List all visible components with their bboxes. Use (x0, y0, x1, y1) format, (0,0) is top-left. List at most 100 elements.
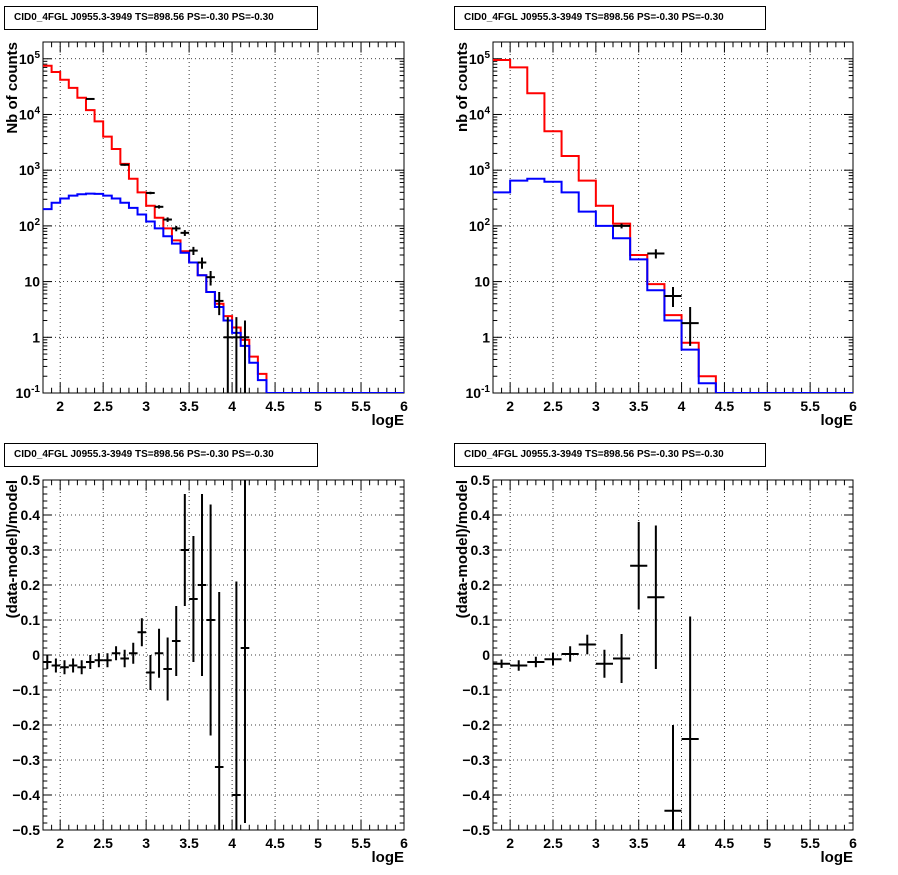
y-tick-label: −0.3 (12, 752, 40, 768)
y-tick-label: −0.2 (462, 717, 490, 733)
x-tick-label: 6 (849, 835, 857, 851)
y-tick-label: 103 (19, 161, 41, 178)
y-tick-label: 0.1 (21, 612, 41, 628)
residual-point (510, 660, 528, 671)
residual-point (60, 660, 69, 675)
plot-frame (492, 41, 854, 394)
x-tick-label: 3.5 (179, 398, 199, 414)
y-tick-label: 10 (474, 274, 490, 290)
y-tick-label: 0.5 (21, 472, 41, 488)
x-tick-label: 5.5 (351, 835, 371, 851)
x-tick-label: 4 (228, 835, 236, 851)
x-axis-title: logE (372, 412, 405, 429)
x-tick-label: 2 (56, 835, 64, 851)
x-tick-label: 3 (592, 835, 600, 851)
residual-point (146, 655, 155, 690)
y-tick-label: 1 (32, 329, 40, 345)
x-tick-label: 4 (228, 398, 236, 414)
x-tick-label: 5.5 (800, 398, 820, 414)
residual-point (128, 642, 138, 664)
residual-point (154, 628, 164, 678)
series-model-source (493, 177, 853, 393)
x-tick-label: 2.5 (93, 398, 113, 414)
x-tick-label: 3 (142, 835, 150, 851)
residual-point (240, 480, 250, 823)
x-tick-label: 5 (314, 398, 322, 414)
grid (43, 42, 404, 393)
data-point (664, 286, 682, 307)
y-tick-label: −0.4 (12, 787, 40, 803)
y-tick-label: 0 (482, 647, 490, 663)
y-tick-label: 10-1 (16, 384, 41, 401)
data-point (120, 163, 129, 166)
data-layer (43, 480, 250, 830)
x-tick-label: 3 (592, 398, 600, 414)
residual-point (51, 658, 61, 673)
data-layer (43, 64, 404, 393)
x-tick-label: 2.5 (93, 835, 113, 851)
x-tick-label: 6 (400, 835, 408, 851)
x-tick-label: 4 (678, 398, 686, 414)
residual-point (630, 522, 648, 610)
x-tick-label: 4.5 (715, 398, 735, 414)
residual-point (120, 649, 129, 668)
y-tick-label: 102 (469, 217, 491, 234)
y-tick-label: 105 (469, 50, 491, 67)
data-point (214, 292, 224, 316)
panel-0: 2 2.5 3 3.5 4 4.5 5 5.5 6 10-1 1 10 102 103 104 105 logE… (4, 41, 408, 429)
data-point (85, 97, 95, 100)
data-point (681, 306, 699, 346)
residual-point (137, 618, 147, 647)
grid (493, 42, 853, 393)
data-point (189, 246, 198, 256)
x-tick-label: 5 (763, 398, 771, 414)
y-tick-label: 10 (24, 274, 40, 290)
x-tick-label: 5 (314, 835, 322, 851)
title-box-bottom-right: CID0_4FGL J0955.3-3949 TS=898.56 PS=-0.3… (454, 443, 766, 467)
x-tick-label: 5.5 (351, 398, 371, 414)
x-axis-title: logE (372, 849, 405, 866)
series-model-source (43, 192, 404, 393)
data-point (647, 249, 665, 259)
x-tick-label: 6 (849, 398, 857, 414)
data-layer (493, 522, 699, 830)
x-tick-label: 5.5 (800, 835, 820, 851)
y-tick-label: 104 (469, 105, 491, 122)
x-tick-label: 2 (506, 835, 514, 851)
residual-point (493, 659, 511, 668)
y-tick-label: 104 (19, 105, 41, 122)
y-tick-label: 0.4 (471, 507, 491, 523)
data-point (163, 217, 172, 222)
y-tick-label: 0.3 (21, 542, 41, 558)
x-tick-label: 2.5 (543, 835, 563, 851)
residual-point (197, 494, 207, 676)
plot-frame (42, 41, 405, 394)
residual-point (111, 646, 121, 661)
x-tick-label: 2 (56, 398, 64, 414)
x-axis-title: logE (821, 412, 854, 429)
residual-point (527, 656, 545, 668)
y-tick-label: 0.5 (471, 472, 491, 488)
x-tick-label: 4.5 (265, 835, 285, 851)
data-point (223, 317, 233, 393)
residual-point (163, 637, 172, 701)
residual-point (544, 652, 562, 666)
residual-point (647, 525, 665, 669)
residual-point (77, 660, 86, 675)
residual-point (43, 655, 52, 669)
x-tick-label: 3.5 (629, 398, 649, 414)
residual-point (681, 616, 699, 830)
axis-ticks: 2 2.5 3 3.5 4 4.5 5 5.5 6 −0.5 −0.4 −0.3 −0.2 −0.1 0 0.… (12, 472, 408, 851)
x-tick-label: 3 (142, 398, 150, 414)
residual-point (171, 606, 181, 676)
y-tick-label: 0.1 (471, 612, 491, 628)
x-tick-label: 6 (400, 398, 408, 414)
x-tick-label: 4 (678, 835, 686, 851)
x-tick-label: 5 (763, 835, 771, 851)
residual-point (85, 655, 95, 669)
residual-point (214, 592, 224, 830)
residual-point (561, 646, 579, 662)
y-axis-title: Nb of counts (4, 42, 21, 134)
axis-ticks: 2 2.5 3 3.5 4 4.5 5 5.5 6 −0.5 −0.4 −0.3 −0.2 −0.1 0 0.… (462, 472, 857, 851)
axis-ticks: 2 2.5 3 3.5 4 4.5 5 5.5 6 10-1 1 10 102 103 104 105 (466, 41, 857, 414)
